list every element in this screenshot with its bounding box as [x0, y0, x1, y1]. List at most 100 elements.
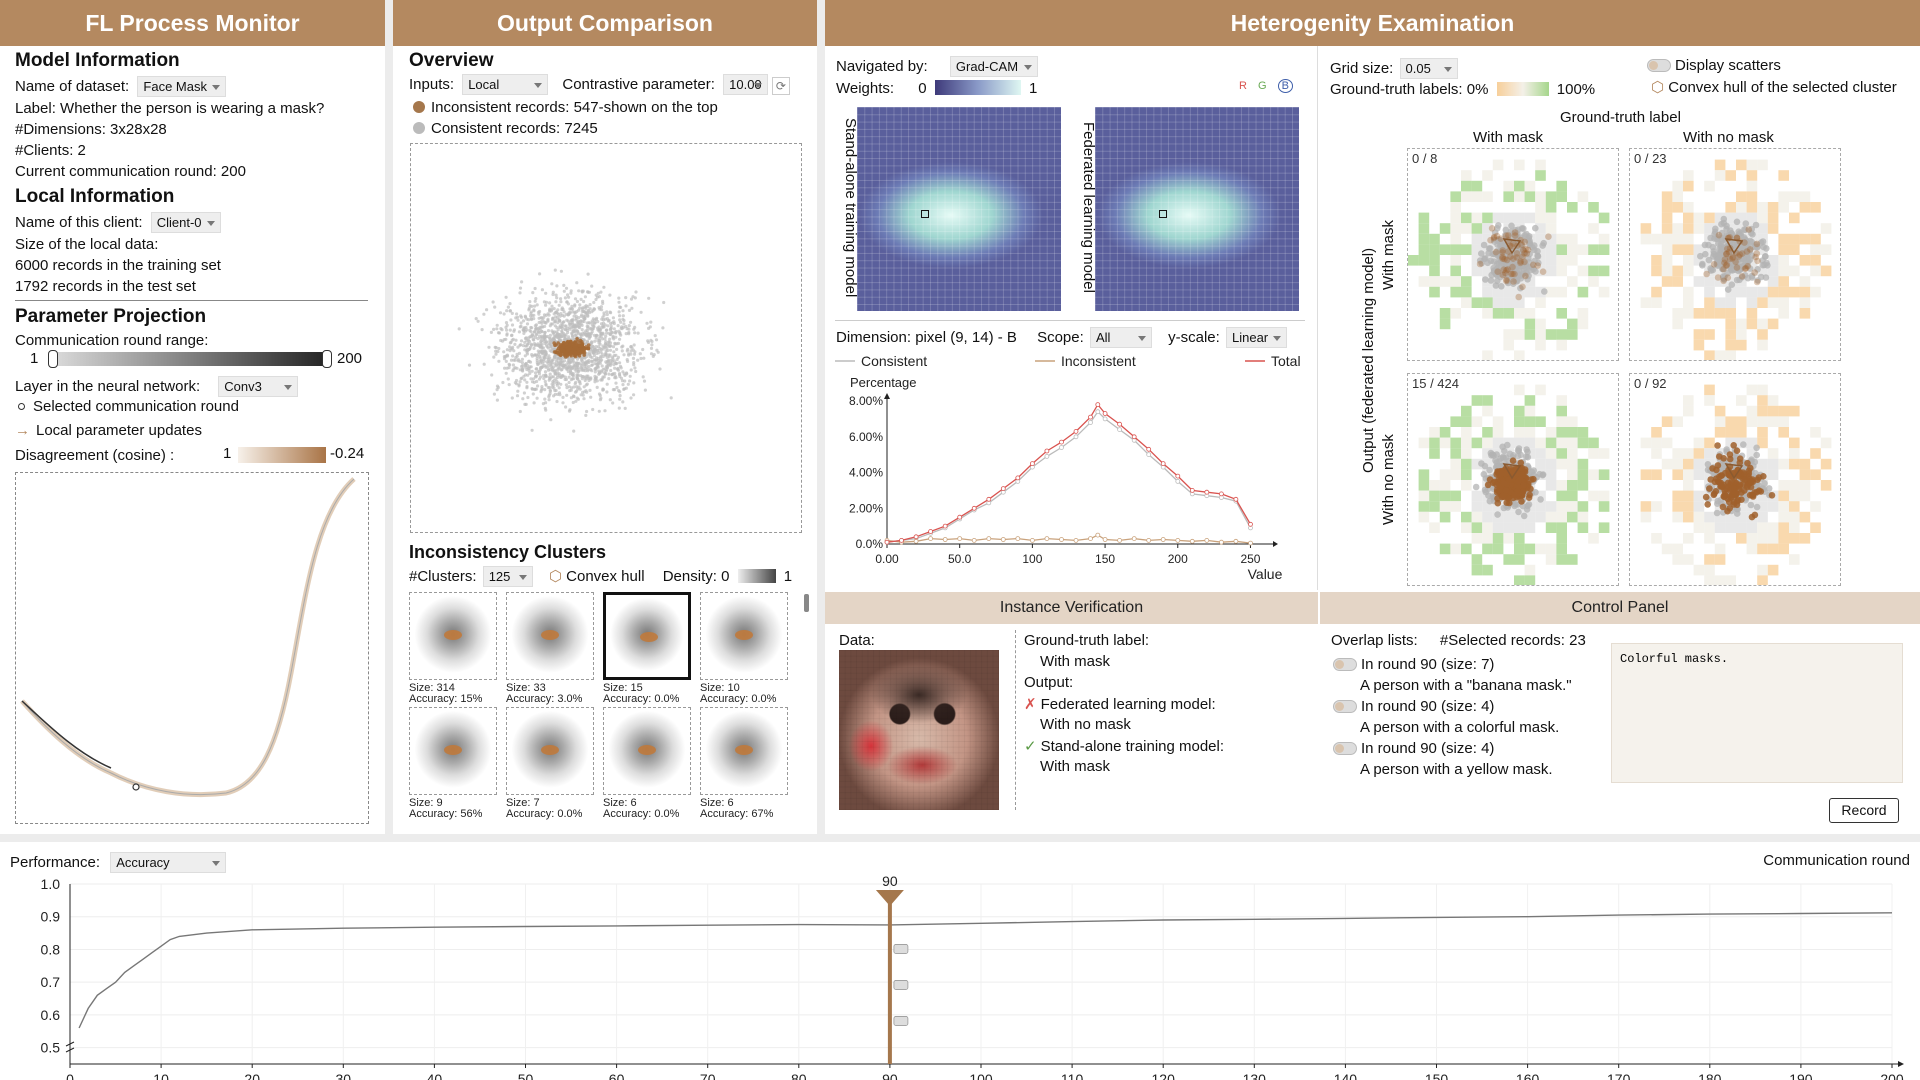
density-grid-cell	[1461, 427, 1472, 438]
consistent-point	[577, 308, 581, 312]
display-scatters-toggle[interactable]	[1647, 59, 1671, 72]
density-grid-cell	[1471, 297, 1483, 308]
cluster-accuracy: Accuracy: 56%	[409, 808, 483, 820]
cluster-scrollbar[interactable]	[804, 594, 809, 612]
record-button[interactable]: Record	[1829, 798, 1899, 823]
cluster-thumbnail[interactable]	[506, 707, 594, 795]
density-grid-cell	[1672, 191, 1683, 202]
density-grid-cell	[1588, 244, 1599, 255]
density-grid-cell	[1567, 511, 1578, 523]
cluster-thumbnail[interactable]	[506, 592, 594, 680]
client-dropdown[interactable]: Client-0	[150, 212, 221, 233]
confusion-cell[interactable]: 0 / 92	[1629, 373, 1841, 586]
range-max-handle[interactable]	[322, 350, 332, 368]
consistent-point	[530, 387, 534, 391]
cluster-thumbnail[interactable]	[409, 592, 497, 680]
cluster-thumbnail[interactable]	[603, 707, 691, 795]
legend-label: Inconsistent	[1061, 353, 1136, 369]
density-grid-cell	[1598, 448, 1610, 459]
consistent-point	[1486, 466, 1493, 474]
density-grid-cell	[1714, 170, 1726, 181]
density-grid-cell	[1514, 554, 1525, 565]
cluster-thumbnail[interactable]	[700, 707, 788, 795]
performance-chart[interactable]: 0.50.60.70.80.91.00 10 20 30 40 50 60 70 80 90 100…	[0, 872, 1920, 1080]
consistent-point	[599, 350, 603, 354]
x-tick-label: 0	[66, 1071, 74, 1080]
federated-heatmap[interactable]	[1095, 107, 1299, 311]
channel-b-toggle[interactable]: B	[1277, 79, 1293, 93]
scope-dropdown[interactable]: All	[1089, 327, 1152, 348]
consistent-point	[605, 317, 609, 321]
density-grid-cell	[1567, 490, 1578, 502]
range-min-handle[interactable]	[48, 350, 58, 368]
density-grid-cell	[1514, 350, 1525, 360]
consistent-point	[584, 389, 588, 393]
density-grid-cell	[1545, 469, 1557, 480]
density-grid-cell	[1757, 159, 1768, 171]
density-grid-cell	[1408, 255, 1419, 266]
overview-scatter[interactable]	[410, 143, 802, 533]
consistent-point	[544, 408, 548, 412]
inconsistent-point	[1530, 475, 1537, 483]
consistent-point	[564, 405, 568, 409]
round-range-slider[interactable]	[48, 350, 332, 368]
consistent-point	[519, 314, 523, 318]
distribution-chart[interactable]: Consistent Inconsistent Total Percentage 0.0…	[825, 346, 1310, 586]
consistent-point	[527, 348, 531, 352]
consistent-point	[593, 347, 597, 351]
consistent-point	[529, 377, 533, 381]
consistent-point	[612, 350, 616, 354]
parameter-projection-plot[interactable]	[15, 472, 369, 824]
density-grid-cell	[1535, 490, 1546, 502]
consistent-point	[564, 286, 569, 290]
dataset-dropdown[interactable]: Face Mask	[137, 76, 226, 97]
consistent-point	[581, 289, 585, 293]
standalone-heatmap[interactable]	[857, 107, 1061, 311]
density-grid-cell	[1714, 297, 1726, 308]
notes-textarea[interactable]: Colorful masks.	[1611, 643, 1903, 783]
confusion-cell[interactable]: 0 / 23	[1629, 148, 1841, 361]
consistent-point	[1741, 272, 1749, 279]
density-grid-cell	[1799, 533, 1811, 544]
refresh-icon[interactable]: ⟳	[771, 77, 790, 95]
grid-input[interactable]: 0.05	[1399, 58, 1458, 79]
nav-dropdown[interactable]: Grad-CAM	[949, 56, 1038, 77]
inputs-dropdown[interactable]: Local	[462, 74, 549, 95]
density-grid-cell	[1799, 458, 1811, 470]
nclusters-dropdown[interactable]: 125	[482, 566, 533, 587]
density-grid-cell	[1482, 395, 1493, 406]
cluster-thumbnail[interactable]	[603, 592, 691, 680]
overlap-toggle[interactable]	[1333, 658, 1357, 671]
consistent-point	[571, 329, 575, 333]
channel-r-toggle[interactable]: R	[1239, 80, 1247, 92]
channel-g-toggle[interactable]: G	[1258, 80, 1267, 92]
consistent-point	[591, 317, 595, 321]
consistent-point	[555, 330, 559, 334]
hull-label: Convex hull	[566, 568, 645, 585]
overlap-toggle[interactable]	[1333, 742, 1357, 755]
series-point	[1015, 475, 1021, 481]
selected-round-marker[interactable]	[132, 783, 140, 791]
density-grid-cell	[1598, 265, 1610, 277]
cluster-thumbnail[interactable]	[700, 592, 788, 680]
density-grid-cell	[1789, 233, 1800, 245]
confusion-cell[interactable]: 0 / 8	[1407, 148, 1619, 361]
fl-process-monitor-panel: FL Process Monitor Model Information Nam…	[0, 0, 385, 834]
yscale-dropdown[interactable]: Linear	[1225, 327, 1288, 348]
metric-dropdown[interactable]: Accuracy	[110, 852, 227, 873]
density-grid-cell	[1820, 244, 1832, 255]
cell-count: 0 / 23	[1634, 151, 1667, 166]
density-grid-cell	[1524, 191, 1536, 202]
confusion-cell[interactable]: 15 / 424	[1407, 373, 1619, 586]
cluster-thumbnail[interactable]	[409, 707, 497, 795]
consistent-point	[544, 303, 548, 307]
x-tick-label: 200	[1880, 1071, 1904, 1080]
layer-dropdown[interactable]: Conv3	[218, 376, 299, 397]
contrastive-input[interactable]: 10.00	[723, 74, 768, 95]
consistent-point	[555, 373, 560, 377]
density-grid-cell	[1429, 448, 1440, 459]
cell-count: 0 / 92	[1634, 376, 1667, 391]
consistent-point	[523, 378, 527, 382]
overlap-toggle[interactable]	[1333, 700, 1357, 713]
density-grid-cell	[1492, 543, 1504, 555]
